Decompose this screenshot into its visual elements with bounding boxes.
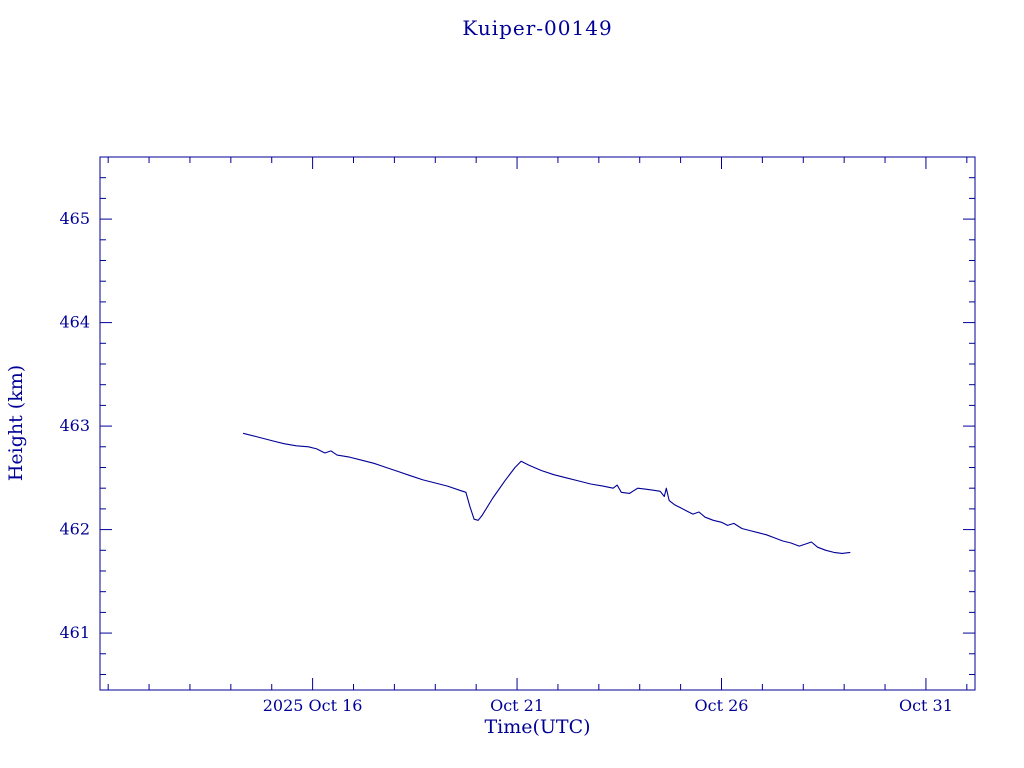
x-tick-label: Oct 26 — [695, 696, 749, 715]
x-tick-label: 2025 Oct 16 — [263, 696, 363, 715]
x-axis-label: Time(UTC) — [484, 716, 591, 738]
chart-title: Kuiper-00149 — [462, 16, 613, 40]
y-tick-label: 461 — [59, 623, 90, 642]
data-line-satellite-height — [242, 432, 851, 554]
plot-frame — [99, 156, 976, 691]
y-tick-label: 462 — [59, 520, 90, 539]
y-tick-label: 465 — [59, 209, 90, 228]
y-tick-label: 464 — [59, 313, 90, 332]
x-tick-label: Oct 31 — [899, 696, 953, 715]
y-tick-label: 463 — [59, 416, 90, 435]
x-tick-label: Oct 21 — [490, 696, 544, 715]
